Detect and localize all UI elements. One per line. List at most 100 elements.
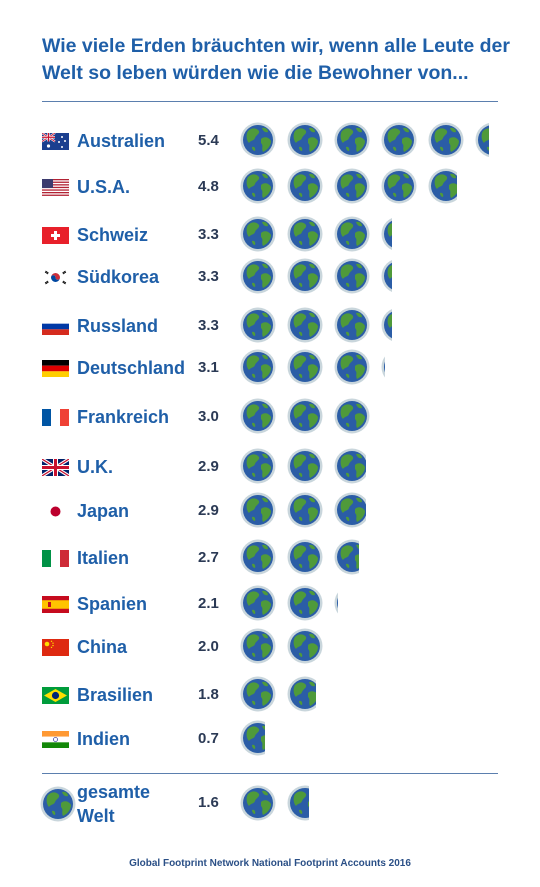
country-label: Australien	[77, 131, 166, 151]
country-label: Brasilien	[77, 685, 154, 705]
bar-earth-1	[240, 398, 276, 434]
country-label: Russland	[77, 316, 159, 336]
bar-earth-2	[287, 122, 323, 158]
country-label: Italien	[77, 548, 130, 568]
bar-earth-partial	[381, 259, 392, 293]
bar-earth-1	[240, 676, 276, 712]
bar-earth-1	[240, 307, 276, 343]
usa-flag	[42, 179, 69, 196]
bar-earth-2	[287, 168, 323, 204]
value-label: 2.1	[198, 595, 219, 612]
italy-flag	[42, 550, 69, 567]
australia-flag	[42, 133, 69, 150]
bar-earth-2	[287, 492, 323, 528]
country-row: Japan 2.9	[0, 492, 540, 528]
india-flag	[42, 731, 69, 748]
country-row: Brasilien 1.8	[0, 676, 540, 712]
value-label: 1.8	[198, 686, 219, 703]
bar-earth-3	[334, 122, 370, 158]
brazil-flag	[42, 687, 69, 704]
spain-flag	[42, 596, 69, 613]
germany-flag	[42, 360, 69, 377]
world-total-row: gesamte Welt 1.6	[0, 780, 540, 828]
country-label: Schweiz	[77, 225, 149, 245]
top-divider	[42, 101, 498, 102]
country-row: Deutschland 3.1	[0, 349, 540, 385]
bar-earth-2	[287, 349, 323, 385]
value-label: 2.0	[198, 638, 219, 655]
bar-earth-1	[240, 628, 276, 664]
world-earth-partial	[287, 785, 309, 821]
value-label: 4.8	[198, 178, 219, 195]
world-label-line-2: Welt	[77, 806, 115, 826]
bar-earth-3	[334, 216, 370, 252]
bar-earth-1	[240, 216, 276, 252]
bar-earth-1	[240, 122, 276, 158]
bar-earth-2	[287, 585, 323, 621]
value-label: 2.9	[198, 502, 219, 519]
world-total-value: 1.6	[198, 794, 219, 811]
value-label: 3.3	[198, 317, 219, 334]
value-label: 0.7	[198, 730, 219, 747]
country-row: Südkorea 3.3	[0, 258, 540, 294]
uk-flag	[42, 459, 69, 476]
chart-title: Wie viele Erden bräuchten wir, wenn alle…	[42, 33, 512, 87]
value-label: 3.3	[198, 226, 219, 243]
country-label: U.K.	[77, 457, 113, 477]
bar-earth-1	[240, 448, 276, 484]
world-label-line-1: gesamte	[77, 782, 151, 802]
earth-globe-icon	[40, 786, 76, 822]
country-label: Spanien	[77, 594, 148, 614]
source-note: Global Footprint Network National Footpr…	[129, 858, 411, 869]
world-total-label: gesamte Welt	[77, 780, 187, 828]
value-label: 3.0	[198, 408, 219, 425]
earth-globe-icon	[40, 786, 76, 827]
bar-earth-2	[287, 398, 323, 434]
bar-earth-partial	[381, 308, 392, 342]
world-earth-1	[240, 785, 276, 821]
bar-earth-5	[428, 122, 464, 158]
bar-earth-1	[240, 349, 276, 385]
bar-earth-partial	[428, 168, 457, 204]
country-row: Spanien 2.1	[0, 585, 540, 621]
bar-earth-2	[287, 258, 323, 294]
france-flag	[42, 409, 69, 426]
value-label: 2.9	[198, 458, 219, 475]
value-label: 3.1	[198, 359, 219, 376]
country-label: Frankreich	[77, 407, 170, 427]
south-korea-flag	[42, 269, 69, 286]
china-flag	[42, 639, 69, 656]
bar-earth-2	[287, 628, 323, 664]
country-row: Australien 5.4	[0, 122, 540, 158]
bar-earth-3	[334, 307, 370, 343]
country-label: Deutschland	[77, 358, 186, 378]
bar-earth-3	[334, 349, 370, 385]
country-row: Frankreich 3.0	[0, 398, 540, 434]
bar-earth-partial	[240, 720, 265, 756]
bar-earth-2	[287, 307, 323, 343]
russia-flag	[42, 318, 69, 335]
value-label: 5.4	[198, 132, 219, 149]
country-row: U.S.A. 4.8	[0, 168, 540, 204]
bar-earth-1	[240, 258, 276, 294]
title-line-2: Welt so leben würden wie die Bewohner vo…	[42, 62, 469, 84]
value-label: 2.7	[198, 549, 219, 566]
country-label: Japan	[77, 501, 130, 521]
country-label: U.S.A.	[77, 177, 131, 197]
bar-earth-partial	[334, 592, 338, 614]
bar-earth-partial	[334, 539, 359, 575]
bar-earth-partial	[475, 122, 489, 158]
country-row: Italien 2.7	[0, 539, 540, 575]
bar-earth-2	[287, 216, 323, 252]
bar-earth-3	[334, 398, 370, 434]
bar-earth-partial	[334, 448, 366, 484]
country-label: Südkorea	[77, 267, 160, 287]
bar-earth-partial	[334, 492, 366, 528]
bottom-divider	[42, 773, 498, 774]
country-label: China	[77, 637, 128, 657]
country-row: Russland 3.3	[0, 307, 540, 343]
bar-earth-partial	[287, 676, 316, 712]
bar-earth-3	[334, 258, 370, 294]
country-row: Schweiz 3.3	[0, 216, 540, 252]
